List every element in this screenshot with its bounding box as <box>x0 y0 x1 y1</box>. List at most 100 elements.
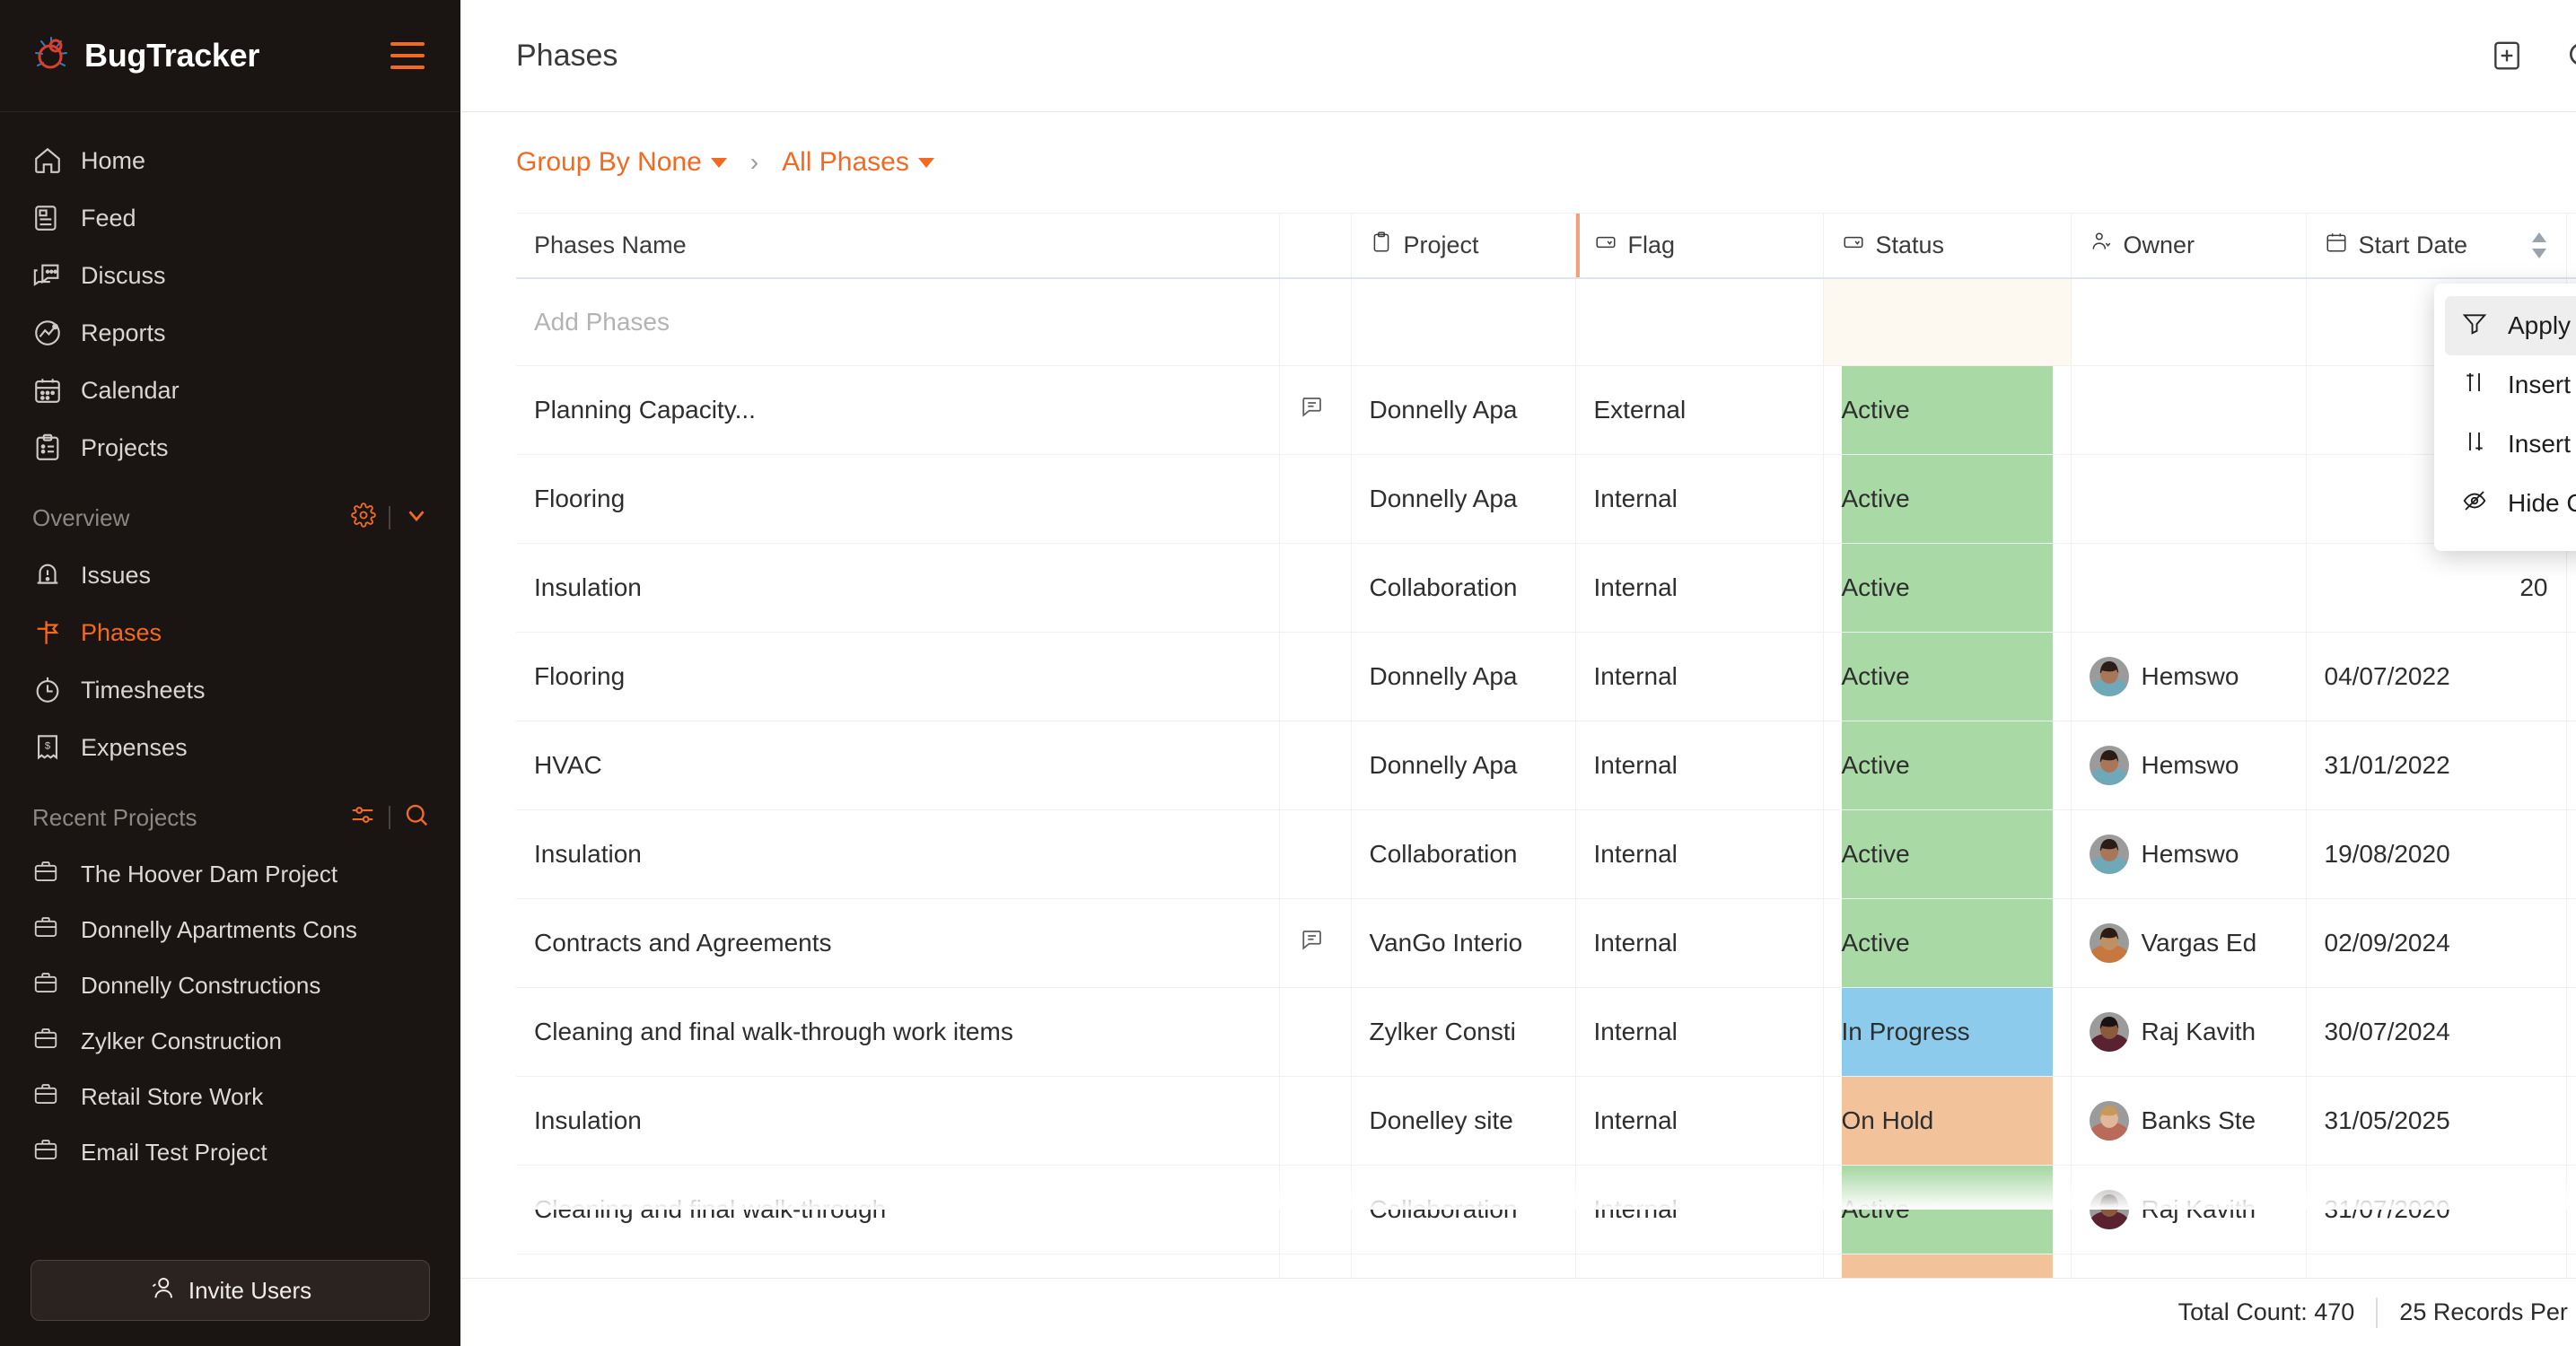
flag-cell[interactable]: Internal <box>1575 543 1824 633</box>
list-item[interactable]: Email Test Project <box>0 1124 460 1180</box>
project-cell[interactable]: Donnelly Apa <box>1351 454 1576 544</box>
group-by-dropdown[interactable]: Group By None <box>516 147 727 178</box>
list-item[interactable]: Zylker Construction <box>0 1013 460 1069</box>
owner-cell[interactable] <box>2071 365 2307 455</box>
project-cell[interactable]: Collaboration <box>1351 543 1576 633</box>
start-date-cell[interactable]: 31/07/2020 <box>2306 1165 2567 1254</box>
owner-cell[interactable]: Raj Kavith <box>2071 1165 2307 1254</box>
sidebar-item-feed[interactable]: Feed <box>0 189 460 247</box>
records-per-page-dropdown[interactable]: 25 Records Per Page <box>2399 1298 2576 1326</box>
status-cell[interactable] <box>1823 277 2072 366</box>
column-header-note[interactable] <box>1279 213 1352 279</box>
owner-cell[interactable] <box>2071 277 2307 366</box>
owner-cell[interactable]: Hemswo <box>2071 721 2307 810</box>
status-cell[interactable]: On Hold <box>1823 1254 2072 1278</box>
status-cell[interactable]: Active <box>1823 632 2072 721</box>
list-item[interactable]: Donnelly Apartments Cons <box>0 902 460 957</box>
flag-cell[interactable]: Internal <box>1575 1076 1824 1166</box>
start-date-cell[interactable]: 19/08/2020 <box>2306 809 2567 899</box>
project-cell[interactable]: Zylker Consti <box>1351 987 1576 1077</box>
sidebar-item-expenses[interactable]: $ Expenses <box>0 719 460 776</box>
column-header-project[interactable]: Project <box>1351 213 1576 279</box>
column-header-flag[interactable]: Flag <box>1575 213 1824 279</box>
sidebar-item-reports[interactable]: Reports <box>0 304 460 362</box>
table-row[interactable]: Flooring Donnelly Apa Internal Active Hemswo… <box>516 632 2576 721</box>
list-item[interactable]: Retail Store Work <box>0 1069 460 1124</box>
project-cell[interactable]: Donnelly Apa <box>1351 632 1576 721</box>
owner-cell[interactable] <box>2071 543 2307 633</box>
column-header-owner[interactable]: Owner <box>2071 213 2307 279</box>
gear-icon[interactable] <box>351 502 376 534</box>
table-row[interactable]: Planning Capacity... Donnelly Apa External… <box>516 365 2576 455</box>
start-date-cell[interactable]: 02/09/2024 <box>2306 898 2567 988</box>
start-date-cell[interactable]: 30/07/2024 <box>2306 987 2567 1077</box>
note-cell[interactable] <box>1279 365 1352 455</box>
flag-cell[interactable] <box>1575 277 1824 366</box>
flag-cell[interactable]: Internal <box>1575 809 1824 899</box>
flag-cell[interactable]: Internal <box>1575 1254 1824 1278</box>
owner-cell[interactable]: Raj Kavith <box>2071 1254 2307 1278</box>
table-row[interactable]: Insulation Collaboration Internal Active Hem… <box>516 809 2576 899</box>
phases-name-cell[interactable]: Flooring <box>516 454 1280 544</box>
owner-cell[interactable]: Hemswo <box>2071 632 2307 721</box>
flag-cell[interactable]: Internal <box>1575 721 1824 810</box>
status-cell[interactable]: Active <box>1823 721 2072 810</box>
status-cell[interactable]: Active <box>1823 1165 2072 1254</box>
project-cell[interactable]: VanGo Interio <box>1351 898 1576 988</box>
owner-cell[interactable]: Banks Ste <box>2071 1076 2307 1166</box>
project-cell[interactable]: Donnelly Apa <box>1351 365 1576 455</box>
column-header-phases-name[interactable]: Phases Name <box>516 213 1280 279</box>
menu-item-hide-column[interactable]: Hide Column <box>2445 474 2576 533</box>
invite-users-button[interactable]: Invite Users <box>31 1260 430 1321</box>
table-row[interactable]: Cleaning and final walk-through Office Re… <box>516 1254 2576 1278</box>
sidebar-item-issues[interactable]: Issues <box>0 546 460 604</box>
phases-name-cell[interactable]: Cleaning and final walk-through <box>516 1254 1280 1278</box>
sidebar-item-discuss[interactable]: Discuss <box>0 247 460 304</box>
sidebar-item-calendar[interactable]: Calendar <box>0 362 460 419</box>
menu-item-apply-filter[interactable]: Apply Filter <box>2445 296 2576 355</box>
phases-name-cell[interactable]: Cleaning and final walk-through <box>516 1165 1280 1254</box>
table-row[interactable]: InsulationCollaborationInternalActive202… <box>516 543 2576 633</box>
column-header-start-date[interactable]: Start Date <box>2306 213 2567 279</box>
sidebar-item-home[interactable]: Home <box>0 132 460 189</box>
search-icon[interactable] <box>2565 39 2576 73</box>
status-cell[interactable]: Active <box>1823 454 2072 544</box>
phases-name-cell[interactable]: Planning Capacity... <box>516 365 1280 455</box>
table-row[interactable]: Insulation Donelley site Internal On Hold Ba… <box>516 1076 2576 1166</box>
note-cell[interactable] <box>1279 898 1352 988</box>
status-cell[interactable]: Active <box>1823 898 2072 988</box>
table-row[interactable]: Cleaning and final walk-through Collabora… <box>516 1165 2576 1254</box>
sidebar-item-projects[interactable]: Projects <box>0 419 460 476</box>
project-cell[interactable]: Collaboration <box>1351 809 1576 899</box>
project-cell[interactable] <box>1351 277 1576 366</box>
status-cell[interactable]: Active <box>1823 809 2072 899</box>
phases-name-cell[interactable]: Insulation <box>516 1076 1280 1166</box>
phases-name-cell[interactable]: Cleaning and final walk-through work ite… <box>516 987 1280 1077</box>
add-phases-input-cell[interactable]: Add Phases <box>516 277 1280 366</box>
owner-cell[interactable] <box>2071 454 2307 544</box>
owner-cell[interactable]: Raj Kavith <box>2071 987 2307 1077</box>
start-date-cell[interactable]: 04/07/2022 <box>2306 632 2567 721</box>
project-cell[interactable]: Office Renov <box>1351 1254 1576 1278</box>
search-icon[interactable] <box>403 801 430 835</box>
start-date-cell[interactable]: 31/01/2022 <box>2306 721 2567 810</box>
sliders-icon[interactable] <box>349 801 376 835</box>
project-cell[interactable]: Donnelly Apa <box>1351 721 1576 810</box>
flag-cell[interactable]: Internal <box>1575 987 1824 1077</box>
status-cell[interactable]: On Hold <box>1823 1076 2072 1166</box>
menu-item-insert-column-after[interactable]: Insert Column After <box>2445 415 2576 474</box>
table-row[interactable]: Contracts and Agreements VanGo Interio Int… <box>516 898 2576 988</box>
start-date-cell[interactable]: 20 <box>2306 543 2567 633</box>
project-cell[interactable]: Donelley site <box>1351 1076 1576 1166</box>
table-row[interactable]: Cleaning and final walk-through work ite… <box>516 987 2576 1077</box>
sort-toggle-icon[interactable] <box>2530 232 2548 258</box>
status-cell[interactable]: In Progress <box>1823 987 2072 1077</box>
phases-name-cell[interactable]: Insulation <box>516 809 1280 899</box>
sidebar-item-phases[interactable]: Phases <box>0 604 460 661</box>
status-cell[interactable]: Active <box>1823 543 2072 633</box>
phases-name-cell[interactable]: Insulation <box>516 543 1280 633</box>
owner-cell[interactable]: Hemswo <box>2071 809 2307 899</box>
phases-name-cell[interactable]: Flooring <box>516 632 1280 721</box>
phases-name-cell[interactable]: HVAC <box>516 721 1280 810</box>
